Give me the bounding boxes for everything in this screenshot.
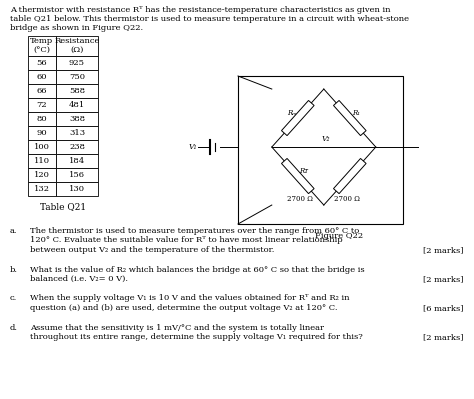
Text: V₁: V₁: [189, 143, 197, 151]
Text: (Ω): (Ω): [70, 46, 84, 54]
Text: table Q21 below. This thermistor is used to measure temperature in a circuit wit: table Q21 below. This thermistor is used…: [10, 15, 409, 23]
Text: 925: 925: [69, 59, 85, 67]
Bar: [56, 140, 98, 154]
Bar: [334, 158, 366, 194]
Text: 110: 110: [34, 157, 50, 165]
Text: [2 marks]: [2 marks]: [423, 246, 464, 254]
Text: 313: 313: [69, 129, 85, 137]
Bar: [28, 70, 56, 84]
Text: balanced (i.e. V₂= 0 V).: balanced (i.e. V₂= 0 V).: [30, 275, 128, 283]
Text: A thermistor with resistance Rᵀ has the resistance-temperature characteristics a: A thermistor with resistance Rᵀ has the …: [10, 6, 391, 14]
Bar: [28, 84, 56, 98]
Text: Assume that the sensitivity is 1 mV/°C and the system is totally linear: Assume that the sensitivity is 1 mV/°C a…: [30, 324, 324, 332]
Bar: [56, 182, 98, 196]
Text: What is the value of R₂ which balances the bridge at 60° C so that the bridge is: What is the value of R₂ which balances t…: [30, 265, 365, 273]
Bar: [28, 154, 56, 168]
Text: Table Q21: Table Q21: [40, 202, 86, 211]
Text: 388: 388: [69, 115, 85, 123]
Text: 72: 72: [36, 101, 47, 109]
Bar: [28, 168, 56, 182]
Text: 750: 750: [69, 73, 85, 81]
Bar: [28, 36, 56, 56]
Text: c.: c.: [10, 294, 17, 302]
Text: a.: a.: [10, 227, 18, 235]
Bar: [28, 126, 56, 140]
Bar: [56, 84, 98, 98]
Bar: [28, 140, 56, 154]
Text: 90: 90: [36, 129, 47, 137]
Bar: [56, 70, 98, 84]
Text: d.: d.: [10, 324, 18, 332]
Text: 66: 66: [37, 87, 47, 95]
Text: bridge as shown in Figure Q22.: bridge as shown in Figure Q22.: [10, 24, 143, 32]
Bar: [56, 154, 98, 168]
Bar: [282, 101, 314, 136]
Text: question (a) and (b) are used, determine the output voltage V₂ at 120° C.: question (a) and (b) are used, determine…: [30, 304, 337, 312]
Text: 481: 481: [69, 101, 85, 109]
Text: The thermistor is used to measure temperatures over the range from 60° C to: The thermistor is used to measure temper…: [30, 227, 359, 235]
Bar: [56, 168, 98, 182]
Text: b.: b.: [10, 265, 18, 273]
Bar: [28, 112, 56, 126]
Bar: [238, 76, 403, 224]
Text: 120° C. Evaluate the suitable value for Rᵀ to have most linear relationship: 120° C. Evaluate the suitable value for …: [30, 237, 343, 245]
Text: throughout its entire range, determine the supply voltage V₁ required for this?: throughout its entire range, determine t…: [30, 333, 363, 341]
Bar: [282, 158, 314, 194]
Text: 588: 588: [69, 87, 85, 95]
Text: 2700 Ω: 2700 Ω: [334, 195, 360, 203]
Text: 120: 120: [34, 171, 50, 179]
Text: between output V₂ and the temperature of the thermistor.: between output V₂ and the temperature of…: [30, 246, 274, 254]
Bar: [28, 182, 56, 196]
Text: [2 marks]: [2 marks]: [423, 333, 464, 341]
Bar: [56, 126, 98, 140]
Text: 56: 56: [36, 59, 47, 67]
Text: When the supply voltage V₁ is 10 V and the values obtained for Rᵀ and R₂ in: When the supply voltage V₁ is 10 V and t…: [30, 294, 349, 302]
Text: Rₘ: Rₘ: [287, 109, 297, 117]
Text: R₁: R₁: [352, 109, 360, 117]
Bar: [56, 112, 98, 126]
Bar: [56, 36, 98, 56]
Text: 132: 132: [34, 185, 50, 193]
Bar: [56, 98, 98, 112]
Text: Resistance: Resistance: [55, 37, 100, 45]
Text: Rᴛ: Rᴛ: [299, 167, 308, 175]
Text: 2700 Ω: 2700 Ω: [287, 195, 313, 203]
Text: 130: 130: [69, 185, 85, 193]
Text: 60: 60: [37, 73, 47, 81]
Text: (°C): (°C): [34, 46, 51, 54]
Text: V₂: V₂: [321, 135, 330, 143]
Bar: [334, 101, 366, 136]
Bar: [56, 56, 98, 70]
Text: 238: 238: [69, 143, 85, 151]
Text: 156: 156: [69, 171, 85, 179]
Text: [2 marks]: [2 marks]: [423, 275, 464, 283]
Text: 80: 80: [36, 115, 47, 123]
Text: [6 marks]: [6 marks]: [423, 304, 464, 312]
Bar: [28, 56, 56, 70]
Text: 100: 100: [34, 143, 50, 151]
Text: Temp: Temp: [30, 37, 54, 45]
Text: Figure Q22: Figure Q22: [315, 232, 363, 240]
Bar: [28, 98, 56, 112]
Text: 184: 184: [69, 157, 85, 165]
